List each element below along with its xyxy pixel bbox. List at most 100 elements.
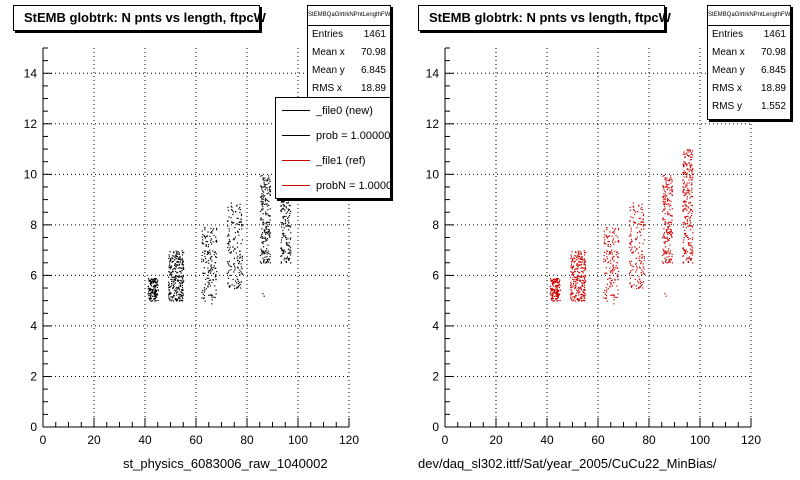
data-point: [604, 272, 606, 274]
data-point: [178, 279, 180, 282]
data-point: [234, 287, 236, 290]
data-point: [684, 223, 686, 225]
data-point: [636, 238, 638, 240]
data-point: [575, 279, 577, 281]
data-point: [691, 178, 694, 180]
data-point: [633, 209, 635, 211]
stats-row-mean-y: Mean y 6.845: [308, 62, 390, 80]
data-point: [573, 280, 575, 282]
data-point: [154, 281, 156, 283]
data-point: [268, 258, 270, 260]
data-point: [269, 219, 271, 221]
data-point: [610, 252, 612, 255]
data-point: [552, 282, 554, 285]
x-tick-label: 120: [339, 433, 359, 447]
data-point: [229, 275, 231, 277]
data-point: [691, 187, 693, 189]
data-point: [571, 268, 573, 270]
data-point: [691, 189, 693, 191]
data-point: [628, 261, 631, 263]
data-point: [642, 243, 644, 245]
data-point: [214, 285, 216, 287]
data-point: [207, 270, 209, 272]
data-point: [239, 221, 241, 223]
data-point: [264, 195, 266, 197]
data-point: [228, 241, 230, 243]
data-point: [269, 231, 271, 234]
data-point: [665, 191, 667, 193]
data-point: [617, 256, 619, 258]
data-point: [169, 261, 171, 263]
data-point: [684, 252, 686, 254]
data-point: [286, 211, 288, 213]
data-point: [633, 284, 635, 286]
data-point: [579, 279, 581, 281]
data-point: [604, 233, 606, 236]
data-point: [634, 213, 636, 216]
data-point: [611, 279, 613, 281]
data-point: [662, 185, 664, 187]
data-point: [683, 161, 685, 163]
data-point: [667, 213, 669, 215]
data-point: [285, 238, 288, 240]
data-point: [267, 179, 269, 181]
data-point: [688, 211, 690, 213]
data-point: [283, 235, 285, 237]
data-point: [182, 261, 184, 263]
data-point: [571, 298, 573, 300]
data-point: [152, 281, 154, 284]
data-point: [283, 249, 285, 251]
data-point: [551, 297, 553, 300]
data-point: [640, 224, 642, 226]
data-point: [667, 226, 669, 229]
data-point: [170, 292, 172, 294]
stats-value: 6.845: [360, 65, 386, 76]
data-point: [230, 252, 232, 254]
data-point: [262, 208, 264, 210]
data-point: [289, 254, 292, 256]
data-point: [685, 215, 688, 217]
data-point: [170, 278, 172, 280]
data-point: [577, 290, 579, 292]
data-point: [180, 259, 182, 261]
data-point: [671, 256, 673, 258]
data-point: [671, 189, 673, 191]
data-point: [688, 189, 690, 191]
data-point: [611, 285, 613, 287]
data-point: [551, 298, 553, 300]
data-point: [234, 248, 236, 250]
data-point: [690, 229, 692, 231]
data-point: [603, 292, 605, 294]
data-point: [579, 299, 581, 301]
data-point: [262, 198, 264, 200]
data-point: [181, 289, 183, 291]
data-point: [181, 284, 184, 286]
data-point: [664, 241, 667, 243]
data-point: [685, 184, 687, 186]
data-point: [685, 192, 687, 194]
data-point: [173, 279, 175, 281]
data-point: [688, 179, 690, 181]
data-point: [663, 236, 665, 238]
data-point: [604, 259, 607, 261]
data-point: [281, 226, 283, 228]
data-point: [638, 278, 640, 280]
data-point: [227, 277, 229, 279]
data-point: [228, 270, 230, 272]
data-point: [262, 242, 264, 245]
data-point: [284, 205, 286, 207]
x-axis-label-right: dev/daq_sl302.ittf/Sat/year_2005/CuCu22_…: [418, 456, 717, 471]
data-point: [155, 300, 157, 302]
data-point: [669, 225, 671, 227]
data-point: [671, 194, 673, 197]
data-point: [263, 196, 265, 198]
data-point: [641, 256, 643, 258]
data-point: [641, 250, 643, 252]
data-point: [286, 242, 288, 244]
data-point: [266, 183, 268, 185]
stats-value: 70.98: [360, 47, 386, 58]
data-point: [643, 268, 645, 270]
data-point: [583, 259, 585, 261]
data-point: [559, 289, 561, 291]
data-point: [554, 281, 556, 284]
